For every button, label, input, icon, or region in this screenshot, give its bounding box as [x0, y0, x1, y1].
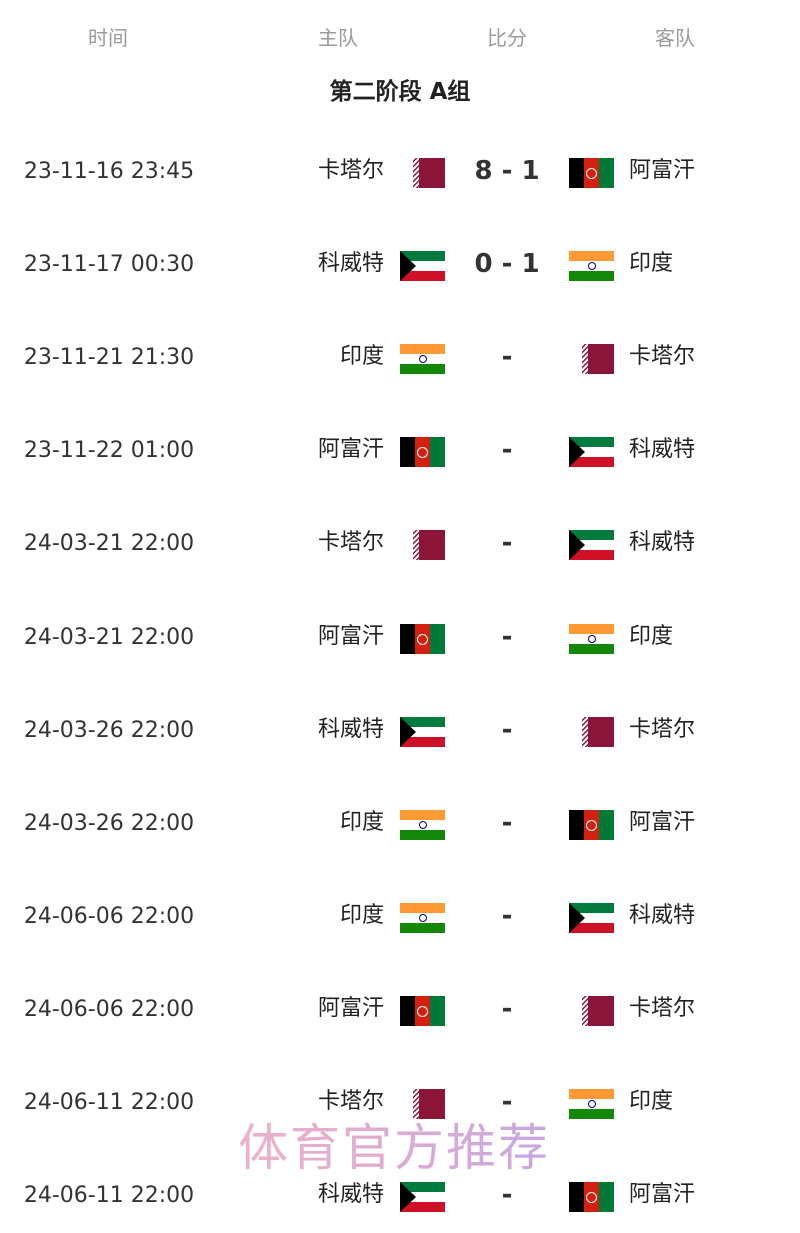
- away-team: 印度: [629, 1089, 674, 1114]
- home-team: 卡塔尔: [317, 1089, 384, 1114]
- home-team: 印度: [339, 809, 384, 835]
- qatar-flag-icon: [582, 344, 614, 375]
- match-time: 24-06-11 22:00: [23, 1090, 195, 1115]
- qatar-flag-icon: [413, 158, 445, 188]
- india-flag-icon: [569, 623, 614, 654]
- home-team: 阿富汗: [317, 623, 384, 649]
- match-time: 24-06-06 22:00: [23, 903, 195, 929]
- match-row[interactable]: 23-11-16 23:45 卡塔尔 8 - 1 阿富汗: [0, 143, 800, 203]
- match-time: 23-11-21 21:30: [23, 345, 195, 371]
- match-score: 0 - 1: [474, 249, 540, 280]
- match-time: 23-11-16 23:45: [23, 159, 195, 184]
- afghanistan-flag-icon: [400, 437, 445, 468]
- kuwait-flag-icon: [400, 716, 445, 747]
- away-team: 印度: [629, 251, 674, 277]
- column-header-away: 客队: [655, 26, 695, 50]
- home-team: 阿富汗: [317, 995, 384, 1021]
- away-team: 卡塔尔: [629, 995, 696, 1021]
- group-title: 第二阶段 A组: [329, 79, 471, 105]
- match-score: -: [501, 900, 513, 931]
- match-time: 24-03-26 22:00: [23, 717, 195, 743]
- away-team: 科威特: [629, 902, 696, 928]
- match-row[interactable]: 23-11-21 21:30 印度 - 卡塔尔: [0, 329, 800, 389]
- qatar-flag-icon: [582, 716, 614, 747]
- india-flag-icon: [569, 251, 614, 282]
- india-flag-icon: [569, 1089, 614, 1119]
- match-score: -: [501, 714, 513, 745]
- away-team: 卡塔尔: [629, 344, 696, 370]
- qatar-flag-icon: [413, 530, 445, 561]
- home-team: 阿富汗: [317, 437, 384, 463]
- kuwait-flag-icon: [569, 437, 614, 468]
- match-time: 24-06-06 22:00: [23, 996, 195, 1022]
- afghanistan-flag-icon: [400, 623, 445, 654]
- match-row[interactable]: 24-06-06 22:00 印度 - 科威特: [0, 888, 800, 948]
- match-time: 24-03-21 22:00: [23, 624, 195, 650]
- away-team: 印度: [629, 623, 674, 649]
- away-team: 阿富汗: [629, 1182, 696, 1208]
- column-header-home: 主队: [318, 26, 358, 50]
- afghanistan-flag-icon: [400, 995, 445, 1026]
- afghanistan-flag-icon: [569, 809, 614, 840]
- india-flag-icon: [400, 902, 445, 933]
- home-team: 印度: [339, 902, 384, 928]
- match-row[interactable]: 24-06-11 22:00 科威特 - 阿富汗: [0, 1167, 800, 1227]
- home-team: 卡塔尔: [317, 530, 384, 556]
- match-score: -: [501, 807, 513, 838]
- match-score: -: [501, 1087, 513, 1117]
- match-score: 8 - 1: [474, 156, 540, 186]
- kuwait-flag-icon: [569, 530, 614, 561]
- kuwait-flag-icon: [400, 1182, 445, 1213]
- match-time: 23-11-22 01:00: [23, 438, 195, 464]
- qatar-flag-icon: [582, 995, 614, 1026]
- match-row[interactable]: 24-06-06 22:00 阿富汗 - 卡塔尔: [0, 981, 800, 1041]
- match-row[interactable]: 24-03-26 22:00 印度 - 阿富汗: [0, 795, 800, 855]
- match-row[interactable]: 24-06-11 22:00 卡塔尔 - 印度: [0, 1074, 800, 1134]
- match-row[interactable]: 24-03-21 22:00 阿富汗 - 印度: [0, 609, 800, 669]
- kuwait-flag-icon: [400, 251, 445, 282]
- afghanistan-flag-icon: [569, 1182, 614, 1213]
- match-row[interactable]: 23-11-17 00:30 科威特 0 - 1 印度: [0, 236, 800, 296]
- home-team: 科威特: [317, 1182, 384, 1208]
- column-header-score: 比分: [487, 26, 527, 50]
- column-header-time: 时间: [88, 26, 128, 50]
- match-row[interactable]: 23-11-22 01:00 阿富汗 - 科威特: [0, 422, 800, 482]
- afghanistan-flag-icon: [569, 158, 614, 188]
- match-time: 24-03-21 22:00: [23, 531, 195, 557]
- away-team: 卡塔尔: [629, 716, 696, 742]
- match-row[interactable]: 24-03-21 22:00 卡塔尔 - 科威特: [0, 515, 800, 575]
- match-score: -: [501, 528, 513, 559]
- kuwait-flag-icon: [569, 902, 614, 933]
- india-flag-icon: [400, 344, 445, 375]
- match-score: -: [501, 1180, 513, 1211]
- match-score: -: [501, 435, 513, 466]
- match-time: 23-11-17 00:30: [23, 252, 195, 278]
- match-score: -: [501, 993, 513, 1024]
- home-team: 印度: [339, 344, 384, 370]
- qatar-flag-icon: [413, 1089, 445, 1119]
- home-team: 卡塔尔: [317, 158, 384, 183]
- away-team: 阿富汗: [629, 809, 696, 835]
- home-team: 科威特: [317, 251, 384, 277]
- home-team: 科威特: [317, 716, 384, 742]
- away-team: 科威特: [629, 530, 696, 556]
- match-score: -: [501, 621, 513, 652]
- match-time: 24-06-11 22:00: [23, 1183, 195, 1209]
- india-flag-icon: [400, 809, 445, 840]
- match-time: 24-03-26 22:00: [23, 810, 195, 836]
- match-row[interactable]: 24-03-26 22:00 科威特 - 卡塔尔: [0, 702, 800, 762]
- away-team: 阿富汗: [629, 158, 696, 183]
- away-team: 科威特: [629, 437, 696, 463]
- match-score: -: [501, 342, 513, 373]
